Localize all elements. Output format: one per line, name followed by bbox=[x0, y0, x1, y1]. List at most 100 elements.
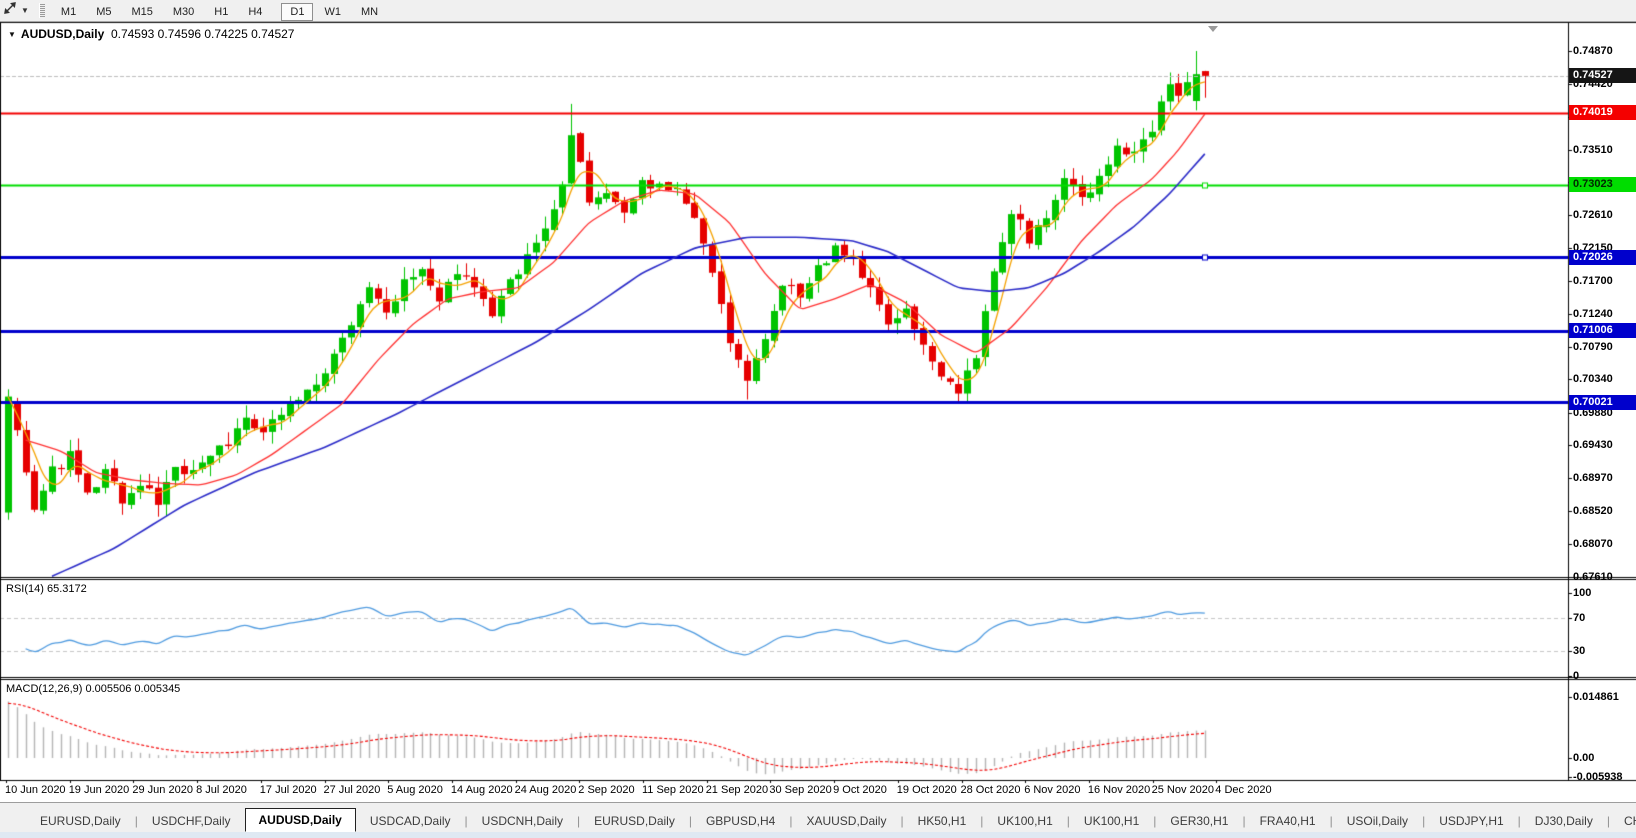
price-badge-support-line: 0.73023 bbox=[1569, 177, 1636, 193]
timeframe-button-m30[interactable]: M30 bbox=[172, 5, 195, 18]
date-tick-label: 30 Sep 2020 bbox=[769, 784, 832, 796]
price-tick-label: 0.68070 bbox=[1573, 537, 1613, 550]
symbol-tab-usoil[interactable]: USOil,Daily bbox=[1346, 813, 1409, 828]
tab-separator: | bbox=[1066, 813, 1070, 828]
tab-separator: | bbox=[1422, 813, 1426, 828]
timeframe-button-d1[interactable]: D1 bbox=[281, 2, 314, 21]
chart-cursor-icon bbox=[3, 1, 18, 20]
symbol-tab-eurusd[interactable]: EURUSD,Daily bbox=[594, 813, 675, 828]
rsi-indicator-label: RSI(14) 65.3172 bbox=[6, 583, 87, 595]
symbol-tab-dj30[interactable]: DJ30,Daily bbox=[1534, 813, 1593, 828]
chart-shift-marker[interactable] bbox=[1208, 26, 1218, 32]
symbol-tab-xauusd[interactable]: XAUUSD,Daily bbox=[806, 813, 887, 828]
chart-symbol-label: AUDUSD,Daily bbox=[20, 27, 105, 41]
price-badge-support-line: 0.72026 bbox=[1569, 249, 1636, 265]
timeframe-button-w1[interactable]: W1 bbox=[324, 5, 341, 18]
price-tick-label: 0.70340 bbox=[1573, 373, 1613, 386]
macd-indicator-label: MACD(12,26,9) 0.005506 0.005345 bbox=[6, 683, 181, 695]
price-tick-label: 0.71700 bbox=[1573, 274, 1613, 287]
timeframe-button-h4[interactable]: H4 bbox=[248, 5, 263, 18]
tab-separator: | bbox=[464, 813, 468, 828]
tab-separator: | bbox=[1517, 813, 1521, 828]
date-tick-label: 2 Sep 2020 bbox=[578, 784, 635, 796]
symbol-tab-audusd[interactable]: AUDUSD,Daily bbox=[244, 807, 356, 832]
rsi-tick-label: 30 bbox=[1573, 645, 1586, 658]
date-tick-label: 8 Jul 2020 bbox=[196, 784, 247, 796]
rsi-tick-label: 0 bbox=[1573, 670, 1580, 682]
chart-title: ▼ AUDUSD,Daily 0.74593 0.74596 0.74225 0.… bbox=[8, 27, 294, 41]
date-tick-label: 6 Nov 2020 bbox=[1024, 784, 1081, 796]
date-tick-label: 16 Nov 2020 bbox=[1087, 784, 1151, 796]
tab-separator: | bbox=[134, 813, 138, 828]
symbol-tabs: EURUSD,Daily | USDCHF,Daily AUDUSD,Daily USD… bbox=[26, 807, 1636, 832]
rsi-tick-label: 100 bbox=[1573, 587, 1592, 599]
tab-separator: | bbox=[1242, 813, 1246, 828]
rsi-tick-label: 70 bbox=[1573, 611, 1586, 624]
date-tick-label: 29 Jun 2020 bbox=[132, 784, 193, 796]
date-tick-label: 28 Oct 2020 bbox=[960, 784, 1021, 796]
price-badge-resistance-line: 0.74019 bbox=[1569, 105, 1636, 121]
symbol-tab-uk100[interactable]: UK100,H1 bbox=[1083, 813, 1140, 828]
macd-tick-label: 0.00 bbox=[1573, 752, 1595, 764]
chart-cursor-tool-button[interactable]: ▼ bbox=[0, 0, 33, 21]
chart-ohlc-values: 0.74593 0.74596 0.74225 0.74527 bbox=[110, 27, 295, 41]
macd-tick-label: -0.005938 bbox=[1573, 771, 1623, 783]
date-tick-label: 14 Aug 2020 bbox=[450, 784, 513, 796]
date-tick-label: 24 Aug 2020 bbox=[514, 784, 577, 796]
price-badge-support-line: 0.71006 bbox=[1569, 323, 1636, 339]
date-tick-label: 10 Jun 2020 bbox=[5, 784, 66, 796]
symbol-tab-china300[interactable]: CHINA300,H1 bbox=[1623, 813, 1636, 828]
timeframe-button-m1[interactable]: M1 bbox=[60, 5, 77, 18]
date-tick-label: 21 Sep 2020 bbox=[705, 784, 769, 796]
date-tick-label: 19 Jun 2020 bbox=[68, 784, 130, 796]
date-tick-label: 17 Jul 2020 bbox=[259, 784, 317, 796]
tab-separator: | bbox=[1153, 813, 1157, 828]
toolbar-grip-handle[interactable] bbox=[38, 3, 45, 18]
timeframe-button-m15[interactable]: M15 bbox=[131, 5, 153, 18]
tab-separator: | bbox=[1606, 813, 1610, 828]
symbol-tab-eurusd[interactable]: EURUSD,Daily bbox=[40, 813, 121, 828]
symbol-tab-gbpusd[interactable]: GBPUSD,H4 bbox=[705, 813, 776, 828]
window-bottom-strip bbox=[0, 832, 1636, 838]
price-tick-label: 0.68520 bbox=[1573, 505, 1613, 518]
date-tick-label: 19 Oct 2020 bbox=[896, 784, 957, 796]
symbol-tab-uk100[interactable]: UK100,H1 bbox=[997, 813, 1053, 828]
collapse-triangle-icon[interactable]: ▼ bbox=[8, 30, 16, 39]
timeframe-button-mn[interactable]: MN bbox=[360, 5, 379, 18]
price-tick-label: 0.67610 bbox=[1573, 570, 1613, 583]
tab-separator: | bbox=[577, 813, 581, 828]
date-tick-label: 27 Jul 2020 bbox=[323, 784, 381, 796]
price-tick-label: 0.70790 bbox=[1573, 340, 1613, 353]
price-tick-label: 0.68970 bbox=[1573, 472, 1613, 485]
symbol-tab-usdchf[interactable]: USDCHF,Daily bbox=[151, 813, 231, 828]
tab-separator: | bbox=[1329, 813, 1333, 828]
price-badge-support-line: 0.70021 bbox=[1569, 394, 1636, 410]
symbol-tab-usdcad[interactable]: USDCAD,Daily bbox=[369, 813, 451, 828]
chevron-down-icon: ▼ bbox=[21, 6, 29, 15]
timeframe-button-h1[interactable]: H1 bbox=[214, 5, 229, 18]
tab-separator: | bbox=[688, 813, 692, 828]
symbol-tab-usdjpy[interactable]: USDJPY,H1 bbox=[1439, 813, 1504, 828]
date-tick-label: 11 Sep 2020 bbox=[642, 784, 704, 796]
tab-separator: | bbox=[980, 813, 984, 828]
price-tick-label: 0.69430 bbox=[1573, 439, 1613, 452]
price-tick-label: 0.72610 bbox=[1573, 208, 1613, 221]
price-tick-label: 0.74870 bbox=[1573, 45, 1613, 57]
symbol-tab-fra40[interactable]: FRA40,H1 bbox=[1259, 813, 1316, 828]
date-tick-label: 25 Nov 2020 bbox=[1151, 784, 1214, 796]
date-tick-label: 9 Oct 2020 bbox=[833, 784, 887, 796]
price-tick-label: 0.71240 bbox=[1573, 307, 1613, 320]
tab-separator: | bbox=[789, 813, 793, 828]
symbol-tab-hk50[interactable]: HK50,H1 bbox=[917, 813, 967, 828]
timeframe-toolbar: ▼ M1 M5 M15 M30 H1 H4 D1 W1 MN bbox=[0, 0, 1636, 22]
symbol-tab-ger30[interactable]: GER30,H1 bbox=[1170, 813, 1229, 828]
timeframe-button-m5[interactable]: M5 bbox=[96, 5, 112, 18]
macd-tick-label: 0.014861 bbox=[1573, 691, 1619, 703]
date-tick-label: 4 Dec 2020 bbox=[1215, 784, 1272, 796]
symbol-tab-usdcnh[interactable]: USDCNH,Daily bbox=[481, 813, 564, 828]
date-tick-label: 5 Aug 2020 bbox=[387, 784, 443, 796]
price-tick-label: 0.73510 bbox=[1573, 143, 1613, 156]
timeframe-buttons: M1 M5 M15 M30 H1 H4 D1 W1 MN bbox=[51, 2, 388, 21]
tab-separator: | bbox=[900, 813, 904, 828]
